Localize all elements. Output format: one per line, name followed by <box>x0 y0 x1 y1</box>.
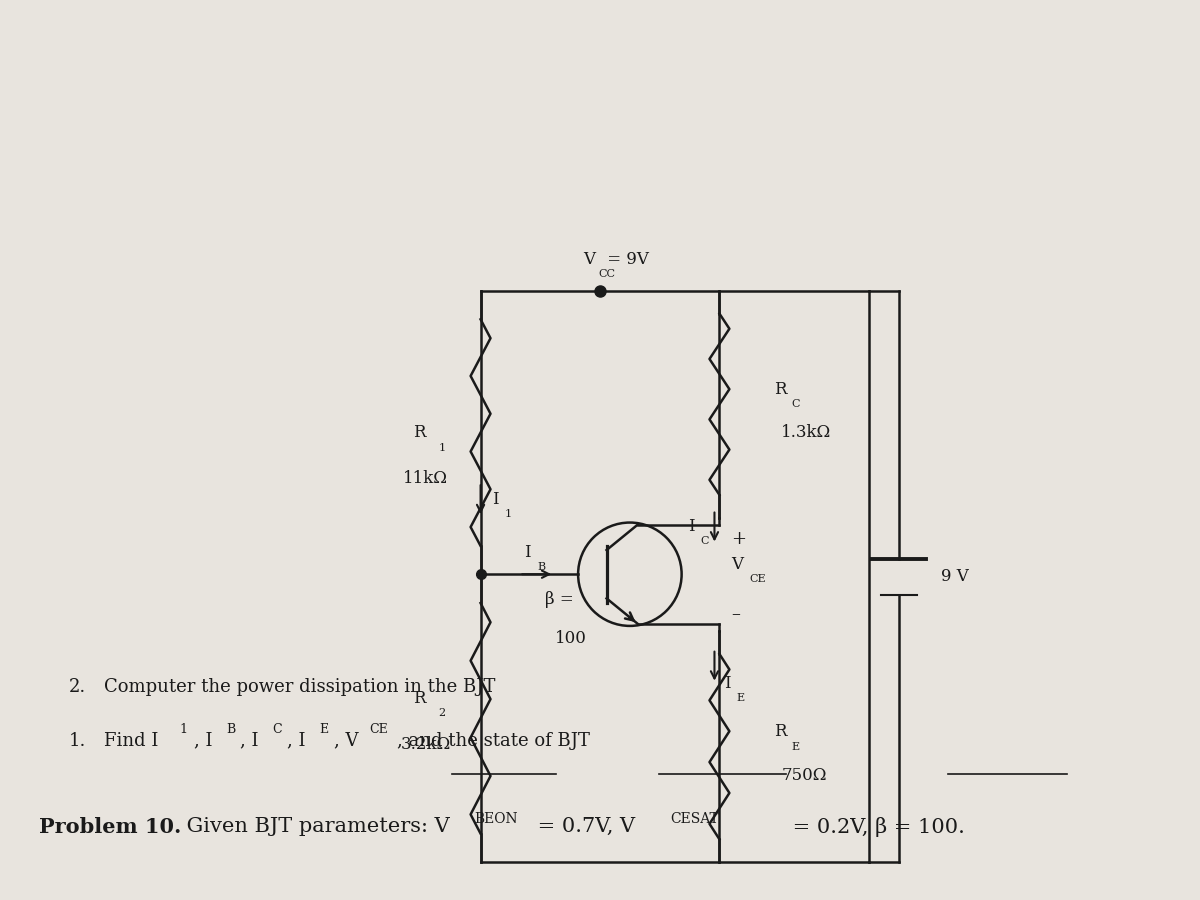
Text: CE: CE <box>370 723 389 736</box>
Text: E: E <box>791 742 799 751</box>
Text: = 0.2V, β = 100.: = 0.2V, β = 100. <box>786 816 965 837</box>
Text: R: R <box>774 381 787 398</box>
Text: = 0.7V, V: = 0.7V, V <box>530 816 635 836</box>
Text: , V: , V <box>334 732 358 750</box>
Text: R: R <box>413 424 426 441</box>
Text: 750Ω: 750Ω <box>781 767 827 784</box>
Text: B: B <box>226 723 235 736</box>
Text: 1.3kΩ: 1.3kΩ <box>781 424 832 441</box>
Text: 2.: 2. <box>68 678 85 696</box>
Text: I: I <box>688 518 695 535</box>
Text: 2: 2 <box>439 708 446 718</box>
Text: 1: 1 <box>439 443 446 453</box>
Text: , and the state of BJT: , and the state of BJT <box>397 732 590 750</box>
Text: 11kΩ: 11kΩ <box>403 471 449 488</box>
Text: Given BJT parameters: V: Given BJT parameters: V <box>180 816 449 836</box>
Text: V: V <box>583 251 595 267</box>
Text: = 9V: = 9V <box>602 251 649 267</box>
Text: +: + <box>731 530 746 548</box>
Text: E: E <box>319 723 329 736</box>
Text: 1.: 1. <box>68 732 86 750</box>
Text: , I: , I <box>194 732 212 750</box>
Text: C: C <box>791 400 799 410</box>
Text: 1: 1 <box>504 509 511 519</box>
Text: R: R <box>774 724 787 740</box>
Text: 3.2kΩ: 3.2kΩ <box>401 736 451 753</box>
Text: , I: , I <box>240 732 259 750</box>
Text: E: E <box>737 694 744 704</box>
Text: , I: , I <box>287 732 306 750</box>
Text: Computer the power dissipation in the BJT: Computer the power dissipation in the BJ… <box>104 678 496 696</box>
Text: C: C <box>701 536 709 546</box>
Text: Problem 10.: Problem 10. <box>38 816 181 837</box>
Text: CE: CE <box>749 574 766 584</box>
Text: R: R <box>413 690 426 707</box>
Text: I: I <box>524 544 530 561</box>
Text: Find I: Find I <box>104 732 158 750</box>
Text: I: I <box>725 675 731 692</box>
Text: 1: 1 <box>180 723 187 736</box>
Text: CESAT: CESAT <box>671 812 719 826</box>
Text: BEON: BEON <box>474 812 518 826</box>
Text: I: I <box>492 491 499 508</box>
Text: β =: β = <box>545 590 574 608</box>
Text: 9 V: 9 V <box>942 568 970 585</box>
Text: CC: CC <box>598 269 616 279</box>
Text: B: B <box>538 562 546 572</box>
Text: V: V <box>731 556 743 572</box>
Text: –: – <box>731 605 740 623</box>
Text: C: C <box>272 723 282 736</box>
Text: 100: 100 <box>556 630 587 647</box>
